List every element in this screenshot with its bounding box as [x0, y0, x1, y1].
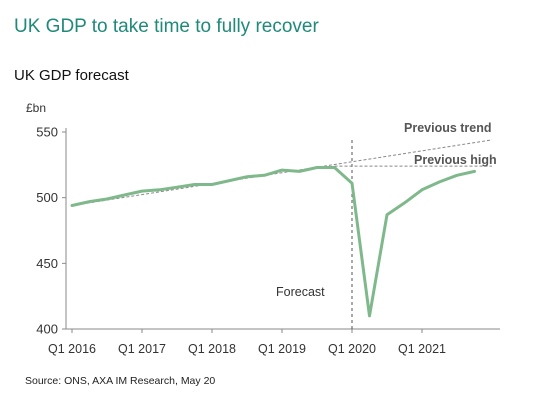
chart-title: UK GDP to take time to fully recover [14, 16, 319, 37]
gdp-series-line [70, 166, 476, 318]
y-tick-label: 450 [36, 256, 58, 271]
y-tick-label: 500 [36, 190, 58, 205]
y-tick-label: 400 [36, 322, 58, 337]
x-tick-label: Q1 2021 [398, 342, 446, 356]
y-tick-label: 550 [36, 125, 58, 140]
previous-high-label: Previous high [414, 153, 497, 167]
x-tick-label: Q1 2019 [258, 342, 306, 356]
y-axis-unit: £bn [26, 101, 46, 115]
x-tick-label: Q1 2017 [118, 342, 166, 356]
x-tick-label: Q1 2020 [328, 342, 376, 356]
previous-trend-label: Previous trend [404, 121, 492, 135]
source-note: Source: ONS, AXA IM Research, May 20 [25, 375, 216, 387]
chart-subtitle: UK GDP forecast [14, 67, 129, 84]
previous-trend-line [71, 139, 493, 207]
x-tick-label: Q1 2018 [188, 342, 236, 356]
x-tick-label: Q1 2016 [48, 342, 96, 356]
forecast-label: Forecast [276, 285, 325, 299]
